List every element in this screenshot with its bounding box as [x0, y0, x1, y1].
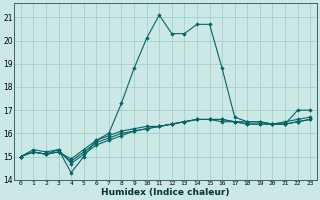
X-axis label: Humidex (Indice chaleur): Humidex (Indice chaleur): [101, 188, 230, 197]
